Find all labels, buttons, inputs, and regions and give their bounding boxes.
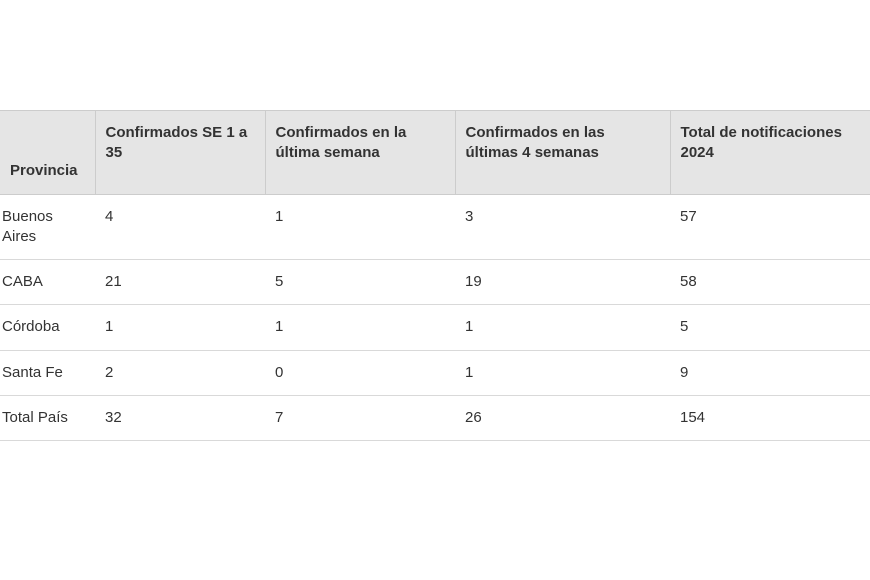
- cell-value: 1: [455, 350, 670, 395]
- cell-value: 1: [455, 305, 670, 350]
- table-row: Buenos Aires 4 1 3 57: [0, 194, 870, 260]
- col-header-confirmados-ultima-semana: Confirmados en la última semana: [265, 111, 455, 195]
- cell-value: 0: [265, 350, 455, 395]
- cell-value: 5: [265, 260, 455, 305]
- cell-value: 154: [670, 395, 870, 440]
- cell-value: 58: [670, 260, 870, 305]
- col-header-confirmados-se: Confirmados SE 1 a 35: [95, 111, 265, 195]
- cell-value: 9: [670, 350, 870, 395]
- col-header-provincia: Provincia: [0, 111, 95, 195]
- table-row: CABA 21 5 19 58: [0, 260, 870, 305]
- cell-provincia: CABA: [0, 260, 95, 305]
- cell-value: 19: [455, 260, 670, 305]
- cell-value: 1: [95, 305, 265, 350]
- cell-value: 1: [265, 305, 455, 350]
- cell-value: 57: [670, 194, 870, 260]
- cell-value: 26: [455, 395, 670, 440]
- cell-provincia: Buenos Aires: [0, 194, 95, 260]
- cell-value: 4: [95, 194, 265, 260]
- cell-value: 5: [670, 305, 870, 350]
- cell-value: 2: [95, 350, 265, 395]
- cell-value: 7: [265, 395, 455, 440]
- cell-value: 3: [455, 194, 670, 260]
- table-row: Santa Fe 2 0 1 9: [0, 350, 870, 395]
- table-row: Total País 32 7 26 154: [0, 395, 870, 440]
- col-header-total-notificaciones: Total de notificaciones 2024: [670, 111, 870, 195]
- cell-value: 21: [95, 260, 265, 305]
- cell-provincia: Santa Fe: [0, 350, 95, 395]
- cell-value: 1: [265, 194, 455, 260]
- cell-provincia: Total País: [0, 395, 95, 440]
- table-header-row: Provincia Confirmados SE 1 a 35 Confirma…: [0, 111, 870, 195]
- cell-provincia: Córdoba: [0, 305, 95, 350]
- data-table: Provincia Confirmados SE 1 a 35 Confirma…: [0, 110, 870, 441]
- table-row: Córdoba 1 1 1 5: [0, 305, 870, 350]
- cell-value: 32: [95, 395, 265, 440]
- table-container: Provincia Confirmados SE 1 a 35 Confirma…: [0, 0, 870, 441]
- col-header-confirmados-4-semanas: Confirmados en las últimas 4 semanas: [455, 111, 670, 195]
